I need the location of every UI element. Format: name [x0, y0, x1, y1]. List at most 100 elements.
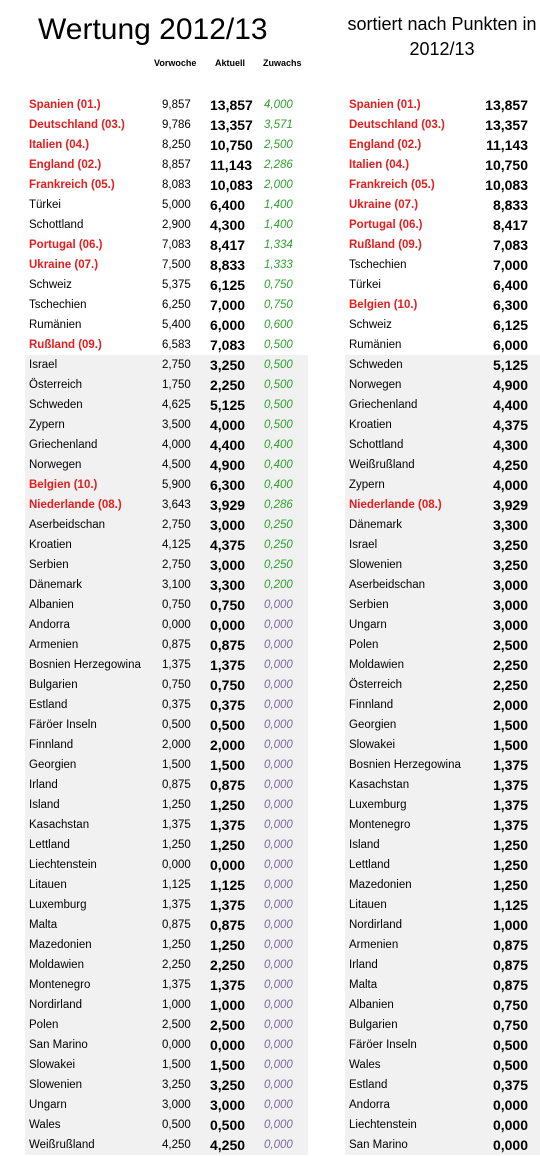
left-row-shade: [25, 1055, 308, 1075]
left-country-name: Liechtenstein: [29, 859, 97, 871]
table-row: Deutschland (03.) 9,786 13,357 3,571 Deutsch…: [0, 115, 540, 135]
left-row-shade: [25, 1035, 308, 1055]
left-previous-value: 2,000: [162, 739, 191, 751]
table-row: Aserbeidschan 2,750 3,000 0,250 Dänemark 3,30…: [0, 515, 540, 535]
left-gain-value: 0,000: [264, 719, 293, 731]
left-country-name: Weißrußland: [29, 1139, 95, 1151]
left-previous-value: 0,750: [162, 679, 191, 691]
right-points-value: 1,375: [492, 797, 528, 813]
left-previous-value: 4,000: [162, 439, 191, 451]
left-gain-value: 0,000: [264, 919, 293, 931]
right-points-value: 1,500: [492, 717, 528, 733]
right-row-shade: [345, 675, 540, 695]
left-gain-value: 0,400: [264, 439, 293, 451]
left-current-value: 1,500: [210, 757, 246, 773]
left-current-value: 1,375: [210, 657, 246, 673]
table-row: Moldawien 2,250 2,250 0,000 Irland 0,875: [0, 955, 540, 975]
left-previous-value: 1,750: [162, 379, 191, 391]
left-previous-value: 0,500: [162, 719, 191, 731]
left-current-value: 8,833: [210, 257, 246, 273]
left-gain-value: 0,000: [264, 599, 293, 611]
right-row-shade: [345, 855, 540, 875]
table-row: Irland 0,875 0,875 0,000 Kasachstan 1,375: [0, 775, 540, 795]
right-points-value: 13,857: [485, 97, 528, 113]
right-row-shade: [345, 1115, 540, 1135]
left-gain-value: 0,000: [264, 679, 293, 691]
left-current-value: 10,083: [210, 177, 253, 193]
left-previous-value: 5,375: [162, 279, 191, 291]
right-country-name: Kroatien: [349, 419, 392, 431]
left-row-shade: [25, 875, 308, 895]
right-points-value: 4,300: [492, 437, 528, 453]
left-row-shade: [25, 895, 308, 915]
left-gain-value: 0,500: [264, 419, 293, 431]
left-gain-value: 0,600: [264, 319, 293, 331]
table-row: Malta 0,875 0,875 0,000 Nordirland 1,000: [0, 915, 540, 935]
right-country-name: Belgien (10.): [349, 299, 418, 311]
left-row-shade: [25, 1015, 308, 1035]
left-previous-value: 7,083: [162, 239, 191, 251]
ranking-table: Spanien (01.) 9,857 13,857 4,000 Spanien (01…: [0, 95, 540, 1155]
right-row-shade: [345, 955, 540, 975]
right-points-value: 2,500: [492, 637, 528, 653]
table-row: Rußland (09.) 6,583 7,083 0,500 Rumänien 6,00…: [0, 335, 540, 355]
right-row-shade: [345, 1055, 540, 1075]
right-country-name: Israel: [349, 539, 378, 551]
left-country-name: Litauen: [29, 879, 67, 891]
left-gain-value: 0,400: [264, 479, 293, 491]
left-country-name: Kroatien: [29, 539, 72, 551]
left-country-name: Israel: [29, 359, 58, 371]
right-row-shade: [345, 515, 540, 535]
left-country-name: Norwegen: [29, 459, 82, 471]
left-row-shade: [25, 915, 308, 935]
left-current-value: 13,857: [210, 97, 253, 113]
right-points-value: 1,250: [492, 857, 528, 873]
right-country-name: Wales: [349, 1059, 381, 1071]
left-previous-value: 2,500: [162, 1019, 191, 1031]
table-row: Österreich 1,750 2,250 0,500 Norwegen 4,900: [0, 375, 540, 395]
right-points-value: 1,500: [492, 737, 528, 753]
right-country-name: Tschechien: [349, 259, 407, 271]
right-points-value: 0,750: [492, 997, 528, 1013]
right-country-name: Malta: [349, 979, 378, 991]
left-gain-value: 0,250: [264, 539, 293, 551]
right-row-shade: [345, 995, 540, 1015]
left-current-value: 4,000: [210, 417, 246, 433]
right-country-name: Luxemburg: [349, 799, 407, 811]
left-current-value: 1,500: [210, 1057, 246, 1073]
right-country-name: Polen: [349, 639, 379, 651]
right-row-shade: [345, 1015, 540, 1035]
right-country-name: Zypern: [349, 479, 385, 491]
left-row-shade: [25, 355, 308, 375]
left-gain-value: 0,000: [264, 1079, 293, 1091]
left-previous-value: 1,375: [162, 899, 191, 911]
table-row: Türkei 5,000 6,400 1,400 Ukraine (07.) 8,833: [0, 195, 540, 215]
table-row: Griechenland 4,000 4,400 0,400 Schottland 4,3…: [0, 435, 540, 455]
right-points-value: 0,000: [492, 1097, 528, 1113]
sort-subtitle: sortiert nach Punkten in 2012/13: [342, 12, 540, 62]
right-country-name: Schweden: [349, 359, 403, 371]
table-row: Schweden 4,625 5,125 0,500 Griechenland 4,400: [0, 395, 540, 415]
left-row-shade: [25, 735, 308, 755]
table-row: Schottland 2,900 4,300 1,400 Portugal (06.) 8…: [0, 215, 540, 235]
right-country-name: Estland: [349, 1079, 388, 1091]
table-row: Litauen 1,125 1,125 0,000 Mazedonien 1,250: [0, 875, 540, 895]
right-points-value: 11,143: [485, 137, 528, 153]
left-country-name: England (02.): [29, 159, 102, 171]
left-gain-value: 2,286: [264, 159, 293, 171]
left-row-shade: [25, 695, 308, 715]
sort-subtitle-line2: 2012/13: [409, 39, 475, 59]
left-gain-value: 0,000: [264, 999, 293, 1011]
table-row: Bulgarien 0,750 0,750 0,000 Österreich 2,250: [0, 675, 540, 695]
left-previous-value: 1,375: [162, 659, 191, 671]
left-previous-value: 1,250: [162, 839, 191, 851]
left-previous-value: 3,643: [162, 499, 191, 511]
right-country-name: Irland: [349, 959, 378, 971]
left-gain-value: 0,000: [264, 799, 293, 811]
right-row-shade: [345, 415, 540, 435]
right-country-name: Deutschland (03.): [349, 119, 445, 131]
right-points-value: 3,000: [492, 617, 528, 633]
left-row-shade: [25, 415, 308, 435]
sort-subtitle-line1: sortiert nach Punkten in: [347, 14, 537, 34]
left-previous-value: 0,000: [162, 1039, 191, 1051]
